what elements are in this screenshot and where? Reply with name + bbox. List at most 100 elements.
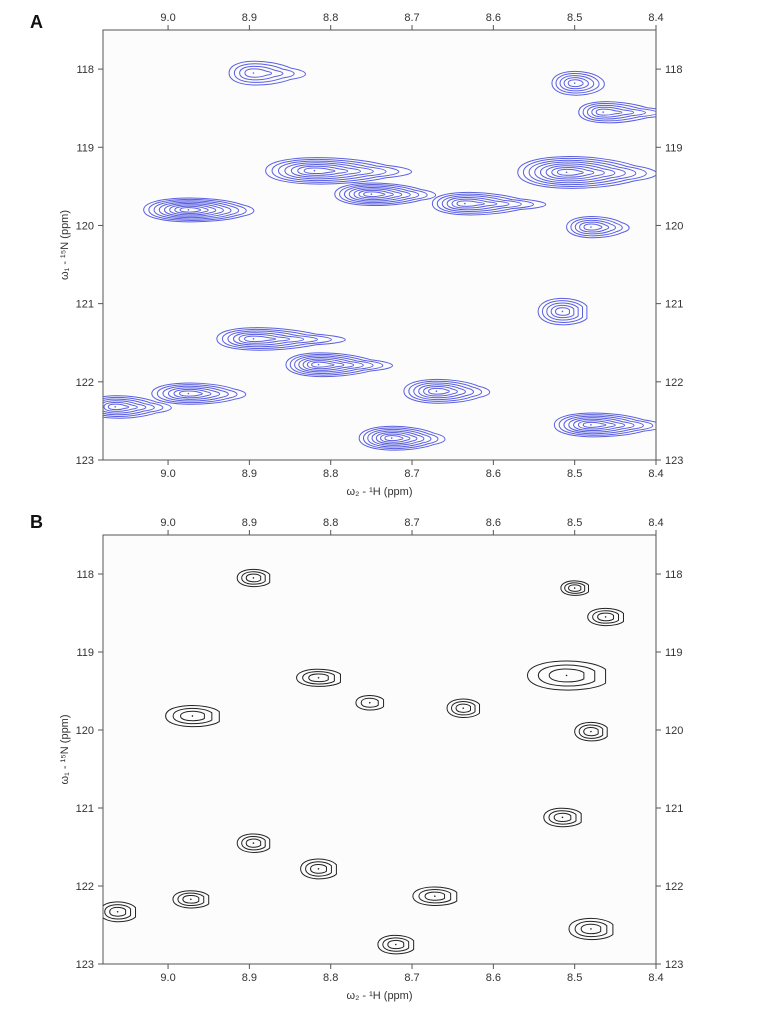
y-tick-label: 123	[76, 959, 94, 971]
x-tick-label: 8.9	[242, 468, 257, 480]
peak-contour	[103, 395, 172, 419]
peak-center	[317, 868, 320, 870]
contour-level	[172, 707, 213, 725]
contour-level	[413, 382, 475, 401]
peak-center	[252, 842, 255, 844]
contour-level	[153, 200, 240, 220]
contour-level	[582, 421, 607, 428]
plot-frame	[102, 29, 657, 461]
peak-contour	[587, 607, 624, 627]
x-tick-label: 9.0	[160, 468, 175, 480]
peak-center	[116, 910, 119, 913]
contour-level	[306, 360, 345, 370]
contour-level	[173, 388, 212, 399]
peak-center	[187, 392, 190, 395]
y-tick-label-right: 119	[665, 142, 683, 154]
contour-level	[228, 60, 306, 86]
contour-level	[241, 571, 266, 585]
x-tick-label: 8.8	[323, 468, 338, 480]
contour-level	[107, 403, 130, 411]
y-tick-label: 118	[76, 569, 94, 581]
contour-level	[158, 201, 232, 219]
peak-center	[573, 587, 576, 589]
contour-level	[451, 198, 498, 209]
contour-level	[578, 724, 604, 739]
x-tick-label: 8.5	[567, 468, 582, 480]
peak-contour	[578, 101, 656, 124]
y-tick-label-right: 121	[665, 299, 683, 311]
peak-contour	[560, 580, 590, 596]
contour-level	[104, 904, 132, 920]
peak-center	[390, 437, 393, 439]
contour-level	[423, 386, 458, 397]
contour-level	[177, 892, 205, 906]
y-tick-label-right: 123	[665, 455, 683, 467]
x-tick-label: 8.7	[404, 468, 419, 480]
x-axis-title: ω₂ - ¹H (ppm)	[346, 990, 412, 1002]
contour-level	[543, 807, 582, 828]
y-tick-label-right: 121	[665, 803, 683, 815]
x-tick-label-top: 8.5	[567, 12, 582, 24]
contour-level	[568, 918, 614, 940]
peak-center	[313, 169, 316, 172]
contour-level	[564, 582, 586, 594]
contour-level	[311, 361, 335, 368]
contour-level	[560, 580, 590, 596]
contour-level	[579, 221, 610, 233]
contour-level	[384, 435, 404, 442]
contour-level	[592, 610, 620, 624]
contour-level	[367, 428, 432, 448]
contour-level	[574, 219, 617, 235]
contour-level	[595, 108, 623, 116]
peak-center	[561, 816, 564, 819]
panel-letter: A	[30, 12, 43, 32]
contour-level	[174, 205, 209, 214]
contour-level	[403, 378, 491, 404]
contour-level	[233, 63, 295, 83]
contour-level	[587, 607, 624, 627]
contour-level	[456, 200, 486, 207]
peaks-layer	[103, 60, 656, 451]
contour-level	[556, 168, 584, 176]
x-tick-label: 8.4	[648, 468, 663, 480]
peak-contour	[377, 934, 415, 955]
contour-level	[428, 387, 450, 395]
contour-level	[580, 923, 602, 935]
y-tick-label: 121	[76, 299, 94, 311]
contour-level	[285, 352, 394, 378]
peak-contour	[403, 378, 491, 404]
contour-level	[241, 836, 266, 851]
peak-contour	[358, 425, 446, 451]
contour-level	[537, 664, 596, 687]
peak-contour	[355, 695, 385, 711]
y-tick-label: 122	[76, 377, 94, 389]
peak-center	[190, 898, 192, 901]
contour-level	[455, 703, 471, 713]
peak-center	[590, 928, 592, 930]
x-tick-label-top: 8.7	[404, 12, 419, 24]
contour-level	[180, 710, 205, 722]
peak-center	[565, 674, 568, 677]
x-tick-label-top: 8.6	[486, 12, 501, 24]
contour-level	[517, 156, 656, 189]
peak-contour	[236, 833, 271, 853]
contour-level	[172, 890, 210, 909]
panel-letter: B	[30, 512, 43, 532]
contour-level	[527, 660, 607, 691]
peak-contour	[216, 327, 346, 351]
contour-level	[387, 939, 405, 950]
x-tick-label-top: 8.9	[242, 517, 257, 529]
peak-contour	[296, 668, 341, 687]
contour-level	[553, 812, 572, 822]
peak-center	[464, 202, 466, 205]
peak-contour	[265, 157, 412, 185]
contour-level	[586, 104, 646, 120]
contour-level	[371, 430, 425, 446]
peak-center	[604, 616, 607, 618]
contour-level	[103, 901, 137, 923]
peak-contour	[151, 382, 247, 405]
y-tick-label-right: 120	[665, 725, 683, 737]
peak-center	[602, 111, 604, 113]
contour-level	[377, 934, 415, 955]
